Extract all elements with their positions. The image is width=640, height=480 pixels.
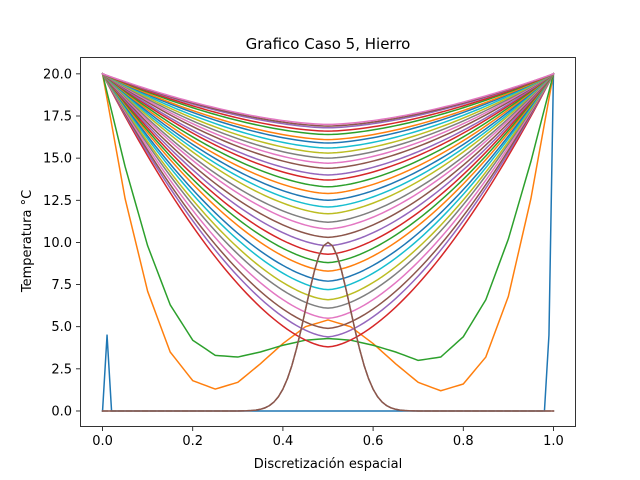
series-line-16 — [101, 72, 555, 230]
series-line-2 — [101, 72, 555, 362]
series-line-6 — [101, 72, 555, 320]
series-line-12 — [101, 72, 555, 264]
y-tick-label: 15.0 — [43, 152, 72, 167]
series-line-15 — [101, 72, 555, 239]
y-tick-label: 20.0 — [43, 67, 72, 82]
series-line-34 — [101, 72, 555, 129]
x-tick-label: 0.4 — [273, 434, 294, 449]
series-line-4 — [101, 72, 555, 338]
x-tick-label: 0.2 — [182, 434, 203, 449]
series-line-31 — [101, 72, 555, 141]
x-tick-label: 1.0 — [543, 434, 564, 449]
y-tick-label: 5.0 — [51, 320, 72, 335]
series-line-28 — [101, 72, 555, 154]
x-tick-label: 0.0 — [92, 434, 113, 449]
series-line-38 — [101, 241, 555, 412]
series-line-20 — [101, 72, 555, 202]
series-line-36 — [101, 72, 555, 126]
y-axis-label: Temperatura °C — [20, 190, 35, 293]
series-line-8 — [101, 72, 555, 301]
series-line-33 — [101, 72, 555, 132]
series-line-17 — [101, 72, 555, 223]
series-line-18 — [101, 72, 555, 215]
x-tick-label: 0.8 — [453, 434, 474, 449]
series-line-23 — [101, 72, 555, 181]
series-line-27 — [101, 72, 555, 159]
series-line-11 — [101, 72, 555, 272]
x-axis-ticks: 0.0 0.2 0.4 0.6 0.8 1.0 — [92, 427, 564, 449]
series-line-10 — [101, 72, 555, 282]
y-axis-ticks: 0.0 2.5 5.0 7.5 10.0 12.5 15.0 17.5 20.0 — [43, 67, 80, 419]
x-axis-label: Discretización espacial — [254, 457, 403, 472]
series-line-0 — [101, 73, 555, 412]
series-line-24 — [101, 72, 555, 176]
y-tick-label: 10.0 — [43, 236, 72, 251]
series-line-21 — [101, 72, 555, 195]
series-line-1 — [101, 72, 555, 392]
series-line-25 — [101, 72, 555, 169]
y-tick-label: 0.0 — [51, 404, 72, 419]
y-tick-label: 2.5 — [51, 362, 72, 377]
y-tick-label: 12.5 — [43, 194, 72, 209]
axes-frame — [80, 57, 576, 427]
series-line-7 — [101, 72, 555, 309]
x-tick-label: 0.6 — [363, 434, 384, 449]
series-line-5 — [101, 72, 555, 330]
series-line-26 — [101, 72, 555, 164]
y-tick-label: 7.5 — [51, 278, 72, 293]
plot-area — [101, 72, 555, 412]
y-tick-label: 17.5 — [43, 109, 72, 124]
series-line-30 — [101, 72, 555, 144]
series-line-3 — [101, 72, 555, 348]
series-line-35 — [101, 72, 555, 127]
series-line-13 — [101, 72, 555, 255]
series-line-14 — [101, 72, 555, 247]
chart-title: Grafico Caso 5, Hierro — [246, 35, 411, 53]
series-line-19 — [101, 72, 555, 208]
series-line-22 — [101, 72, 555, 188]
series-line-29 — [101, 72, 555, 149]
series-line-32 — [101, 72, 555, 136]
series-line-9 — [101, 72, 555, 291]
